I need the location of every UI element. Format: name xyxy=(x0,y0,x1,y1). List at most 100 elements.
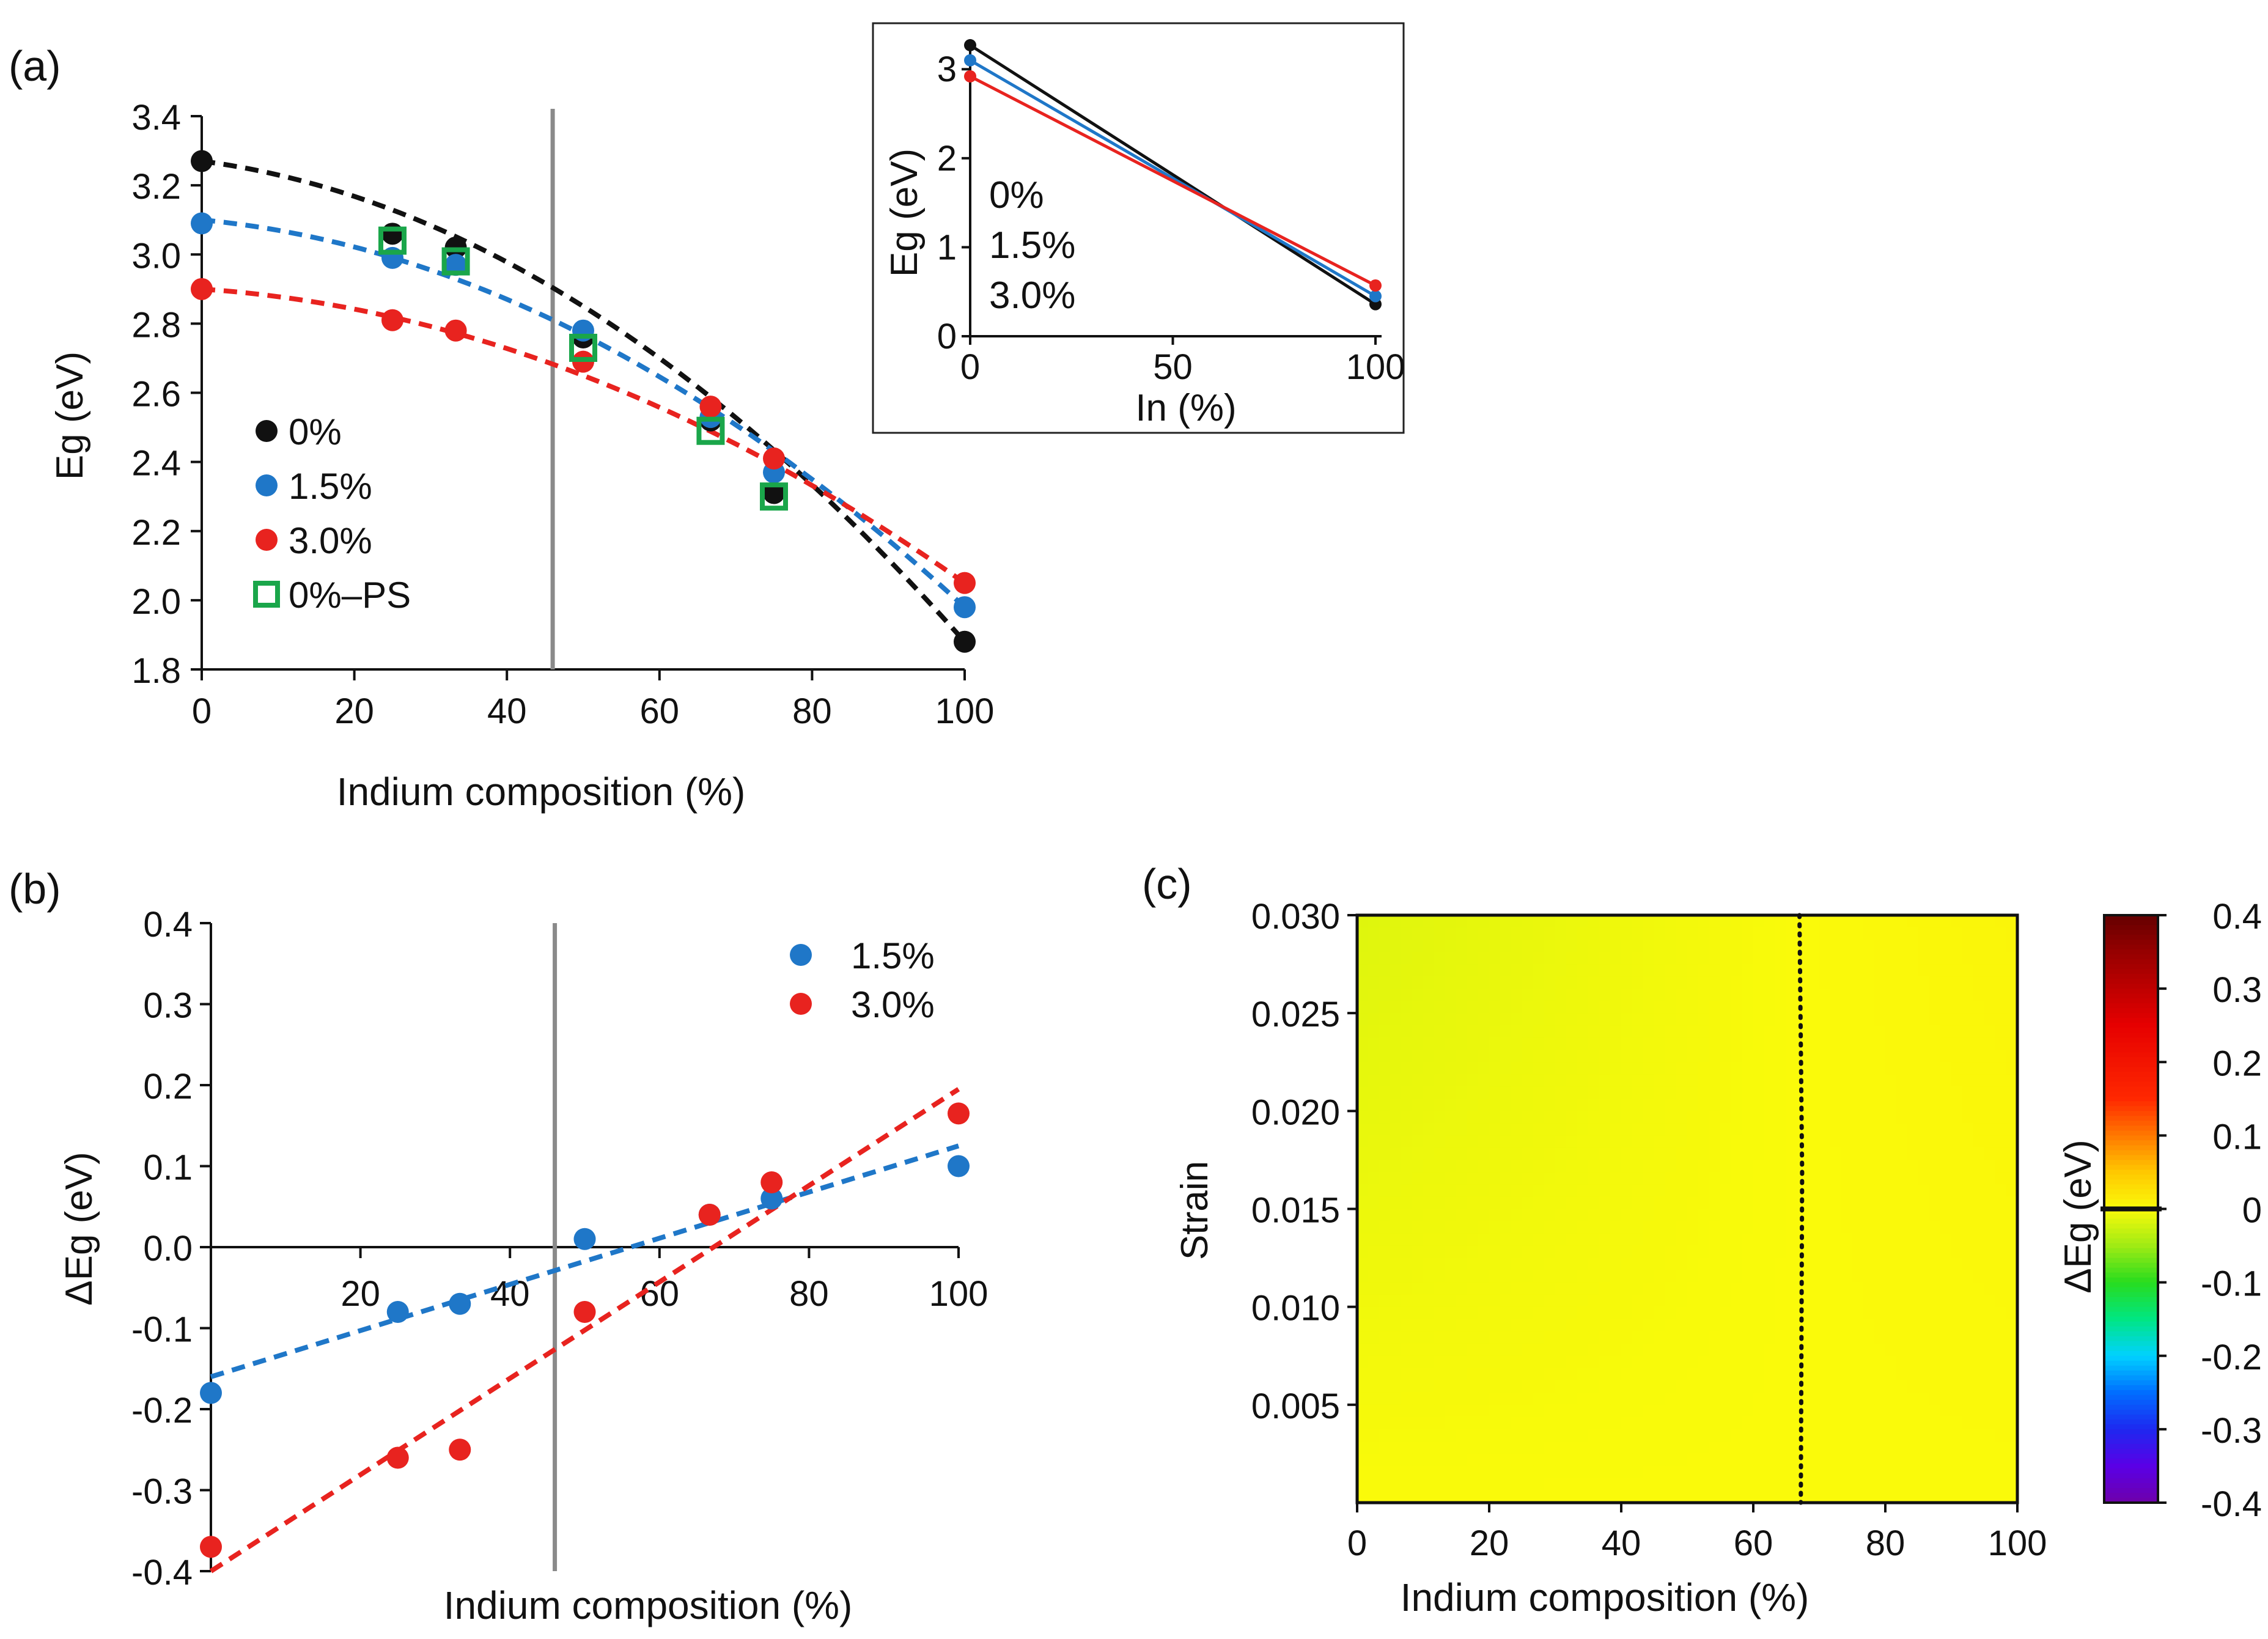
heatmap-cell xyxy=(1874,1111,1886,1124)
heatmap-cell xyxy=(1467,1147,1479,1161)
panel-a-fit-curve xyxy=(201,158,966,644)
heatmap-cell xyxy=(1533,1368,1545,1381)
heatmap-cell xyxy=(1720,1062,1732,1075)
heatmap-cell xyxy=(1929,1001,1941,1014)
panel-b-data xyxy=(200,923,970,1574)
heatmap-cell xyxy=(1533,1074,1545,1088)
heatmap-cell xyxy=(1456,1306,1468,1320)
heatmap-cell xyxy=(1775,1111,1787,1124)
heatmap-cell xyxy=(1863,989,1875,1001)
heatmap-cell xyxy=(1973,1147,1985,1161)
heatmap-cell xyxy=(1390,1123,1402,1136)
heatmap-cell xyxy=(1500,1465,1512,1479)
heatmap-cell xyxy=(1467,940,1479,952)
heatmap-cell xyxy=(1995,1013,2007,1026)
heatmap-cell xyxy=(1599,1392,1611,1405)
heatmap-cell xyxy=(1973,1355,1985,1369)
heatmap-cell xyxy=(1544,976,1556,989)
heatmap-cell xyxy=(1698,1258,1710,1271)
heatmap-cell xyxy=(1709,1099,1721,1112)
inset-legend-entry: 3.0% xyxy=(989,274,1075,317)
heatmap-cell xyxy=(1533,1245,1545,1259)
heatmap-cell xyxy=(1621,1319,1633,1332)
heatmap-cell xyxy=(1412,1490,1424,1503)
colorbar-cell xyxy=(2104,1341,2158,1347)
heatmap-cell xyxy=(1863,1355,1875,1369)
panel-a-point-ps xyxy=(378,226,407,255)
heatmap-cell xyxy=(1412,1086,1424,1100)
panel-a-x-axis-title: Indium composition (%) xyxy=(337,770,746,814)
heatmap-cell xyxy=(1533,1135,1545,1149)
heatmap-cell xyxy=(1830,1416,1842,1430)
heatmap-cell xyxy=(1808,1196,1820,1210)
heatmap-cell xyxy=(1731,1184,1743,1198)
heatmap-cell xyxy=(1885,1086,1897,1100)
heatmap-cell xyxy=(1863,1404,1875,1418)
inset-x-tick-label: 50 xyxy=(1153,347,1193,387)
heatmap-cell xyxy=(1555,1001,1567,1014)
heatmap-cell xyxy=(1500,952,1512,965)
heatmap-cell xyxy=(1533,1270,1545,1283)
heatmap-cell xyxy=(1742,1245,1754,1259)
heatmap-cell xyxy=(1610,1086,1622,1100)
heatmap-cell xyxy=(1577,1172,1589,1185)
heatmap-cell xyxy=(1918,1416,1930,1430)
heatmap-cell xyxy=(1973,1343,1985,1357)
heatmap-cell xyxy=(1555,1172,1567,1185)
heatmap-cell xyxy=(1995,1392,2007,1405)
heatmap-cell xyxy=(1412,1111,1424,1124)
heatmap-cell xyxy=(1753,1184,1765,1198)
heatmap-cell xyxy=(1676,1111,1688,1124)
heatmap-cell xyxy=(1709,1147,1721,1161)
heatmap-cell xyxy=(1588,1184,1600,1198)
heatmap-cell xyxy=(1720,915,1732,928)
heatmap-cell xyxy=(1654,1221,1666,1234)
heatmap-cell xyxy=(1478,1172,1490,1185)
heatmap-cell xyxy=(1665,1465,1677,1479)
heatmap-cell xyxy=(1775,964,1787,977)
heatmap-cell xyxy=(1962,1037,1974,1051)
panel-c-y-tick-label: 0.030 xyxy=(1251,897,1340,937)
colorbar-cell xyxy=(2104,1385,2158,1391)
heatmap-cell xyxy=(1819,1209,1831,1222)
heatmap-cell xyxy=(1445,1368,1457,1381)
heatmap-cell xyxy=(1852,1233,1864,1247)
heatmap-cell xyxy=(1973,1404,1985,1418)
heatmap-cell xyxy=(1522,1147,1534,1161)
heatmap-cell xyxy=(1522,1123,1534,1136)
heatmap-cell xyxy=(1599,1355,1611,1369)
heatmap-cell xyxy=(1610,1221,1622,1234)
heatmap-cell xyxy=(1368,989,1380,1001)
heatmap-cell xyxy=(1907,1245,1919,1259)
heatmap-cell xyxy=(1368,1478,1380,1491)
heatmap-cell xyxy=(1632,1245,1644,1259)
heatmap-cell xyxy=(1687,1221,1699,1234)
heatmap-cell xyxy=(1533,952,1545,965)
heatmap-cell xyxy=(1676,976,1688,989)
heatmap-cell xyxy=(1973,1429,1985,1442)
heatmap-cell xyxy=(1742,1319,1754,1332)
heatmap-cell xyxy=(1379,1319,1391,1332)
heatmap-cell xyxy=(1665,1196,1677,1210)
heatmap-cell xyxy=(1874,1233,1886,1247)
heatmap-cell xyxy=(1731,1245,1743,1259)
heatmap-cell xyxy=(1610,1172,1622,1185)
heatmap-cell xyxy=(1995,1025,2007,1039)
heatmap-cell xyxy=(1698,1050,1710,1063)
heatmap-cell xyxy=(1753,1331,1765,1344)
heatmap-cell xyxy=(1951,1453,1963,1467)
heatmap-cell xyxy=(1665,1441,1677,1454)
panel-c-y-axis-title: Strain xyxy=(1174,1161,1216,1260)
heatmap-cell xyxy=(1621,1025,1633,1039)
heatmap-cell xyxy=(1940,1037,1952,1051)
heatmap-cell xyxy=(1434,1050,1446,1063)
heatmap-cell xyxy=(1489,927,1501,940)
heatmap-cell xyxy=(1720,1368,1732,1381)
heatmap-cell xyxy=(1940,1013,1952,1026)
heatmap-cell xyxy=(1654,1172,1666,1185)
heatmap-cell xyxy=(1577,952,1589,965)
heatmap-cell xyxy=(1709,952,1721,965)
heatmap-cell xyxy=(1676,1392,1688,1405)
heatmap-cell xyxy=(1643,1282,1655,1295)
